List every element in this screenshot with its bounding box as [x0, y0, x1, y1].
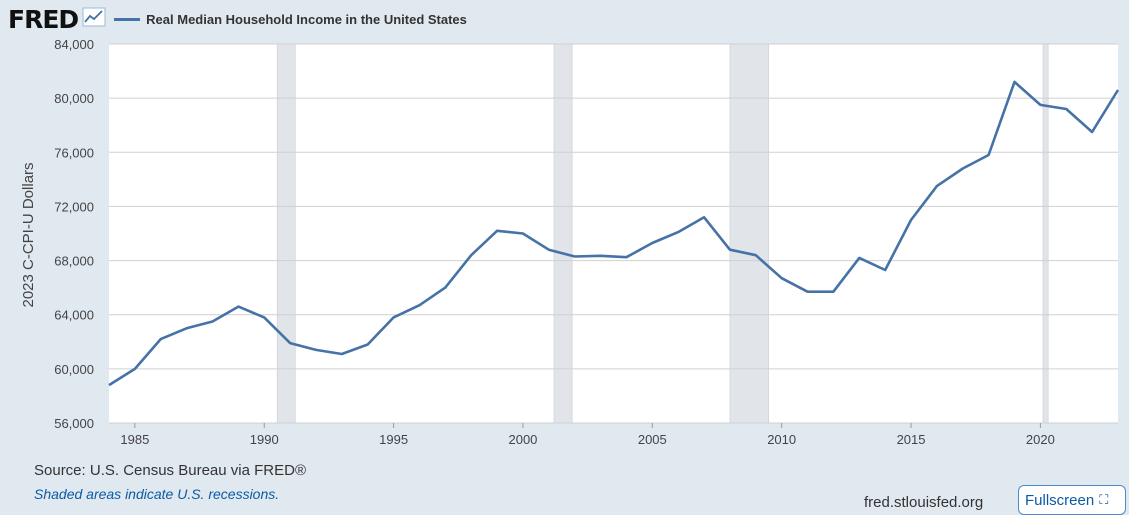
x-tick-label: 2000: [508, 432, 537, 447]
x-tick-label: 2015: [897, 432, 926, 447]
x-tick-label: 2010: [767, 432, 796, 447]
y-tick-label: 64,000: [54, 308, 94, 323]
x-tick-label: 1990: [250, 432, 279, 447]
series-line: [108, 80, 1120, 387]
recession-note: Shaded areas indicate U.S. recessions.: [34, 486, 280, 502]
y-tick-label: 68,000: [54, 254, 94, 269]
y-axis-label: 2023 C-CPI-U Dollars: [20, 162, 37, 307]
x-tick-label: 2005: [638, 432, 667, 447]
plot-area: [109, 44, 1118, 423]
fred-logo[interactable]: FRED: [8, 4, 79, 34]
y-axis-ticks: 56,000 60,000 64,000 68,000 72,000 76,000 80,0…: [54, 37, 94, 431]
x-axis-ticks: 1985 1990 1995 2000 2005 2010 2015 2020: [120, 423, 1055, 447]
recession-bands: [276, 43, 1049, 424]
y-tick-label: 60,000: [54, 362, 94, 377]
recession-band: [553, 43, 573, 424]
y-tick-label: 80,000: [54, 91, 94, 106]
legend-swatch: [114, 17, 141, 21]
recession-band: [276, 43, 296, 424]
recession-band: [729, 43, 770, 424]
source-text: Source: U.S. Census Bureau via FRED®: [34, 462, 306, 479]
legend-item: Real Median Household Income in the Unit…: [114, 12, 467, 27]
y-tick-label: 56,000: [54, 416, 94, 431]
site-link[interactable]: fred.stlouisfed.org: [864, 494, 984, 511]
expand-corners-icon: ⛶: [1099, 492, 1109, 507]
trend-line-icon: [82, 7, 106, 32]
x-tick-label: 2020: [1026, 432, 1055, 447]
grid-lines: [109, 43, 1118, 424]
legend-label: Real Median Household Income in the Unit…: [146, 11, 467, 27]
fullscreen-label: Fullscreen: [1025, 491, 1095, 509]
y-tick-label: 76,000: [54, 145, 94, 160]
y-tick-label: 72,000: [54, 199, 94, 214]
y-tick-label: 84,000: [54, 37, 94, 52]
chart-header: FRED Real Median Household Income in the…: [8, 4, 467, 34]
fullscreen-button[interactable]: Fullscreen ⛶: [1018, 485, 1126, 515]
recession-band: [1042, 43, 1049, 424]
income-series-line: [108, 80, 1120, 387]
x-tick-label: 1985: [120, 432, 149, 447]
x-tick-label: 1995: [379, 432, 408, 447]
